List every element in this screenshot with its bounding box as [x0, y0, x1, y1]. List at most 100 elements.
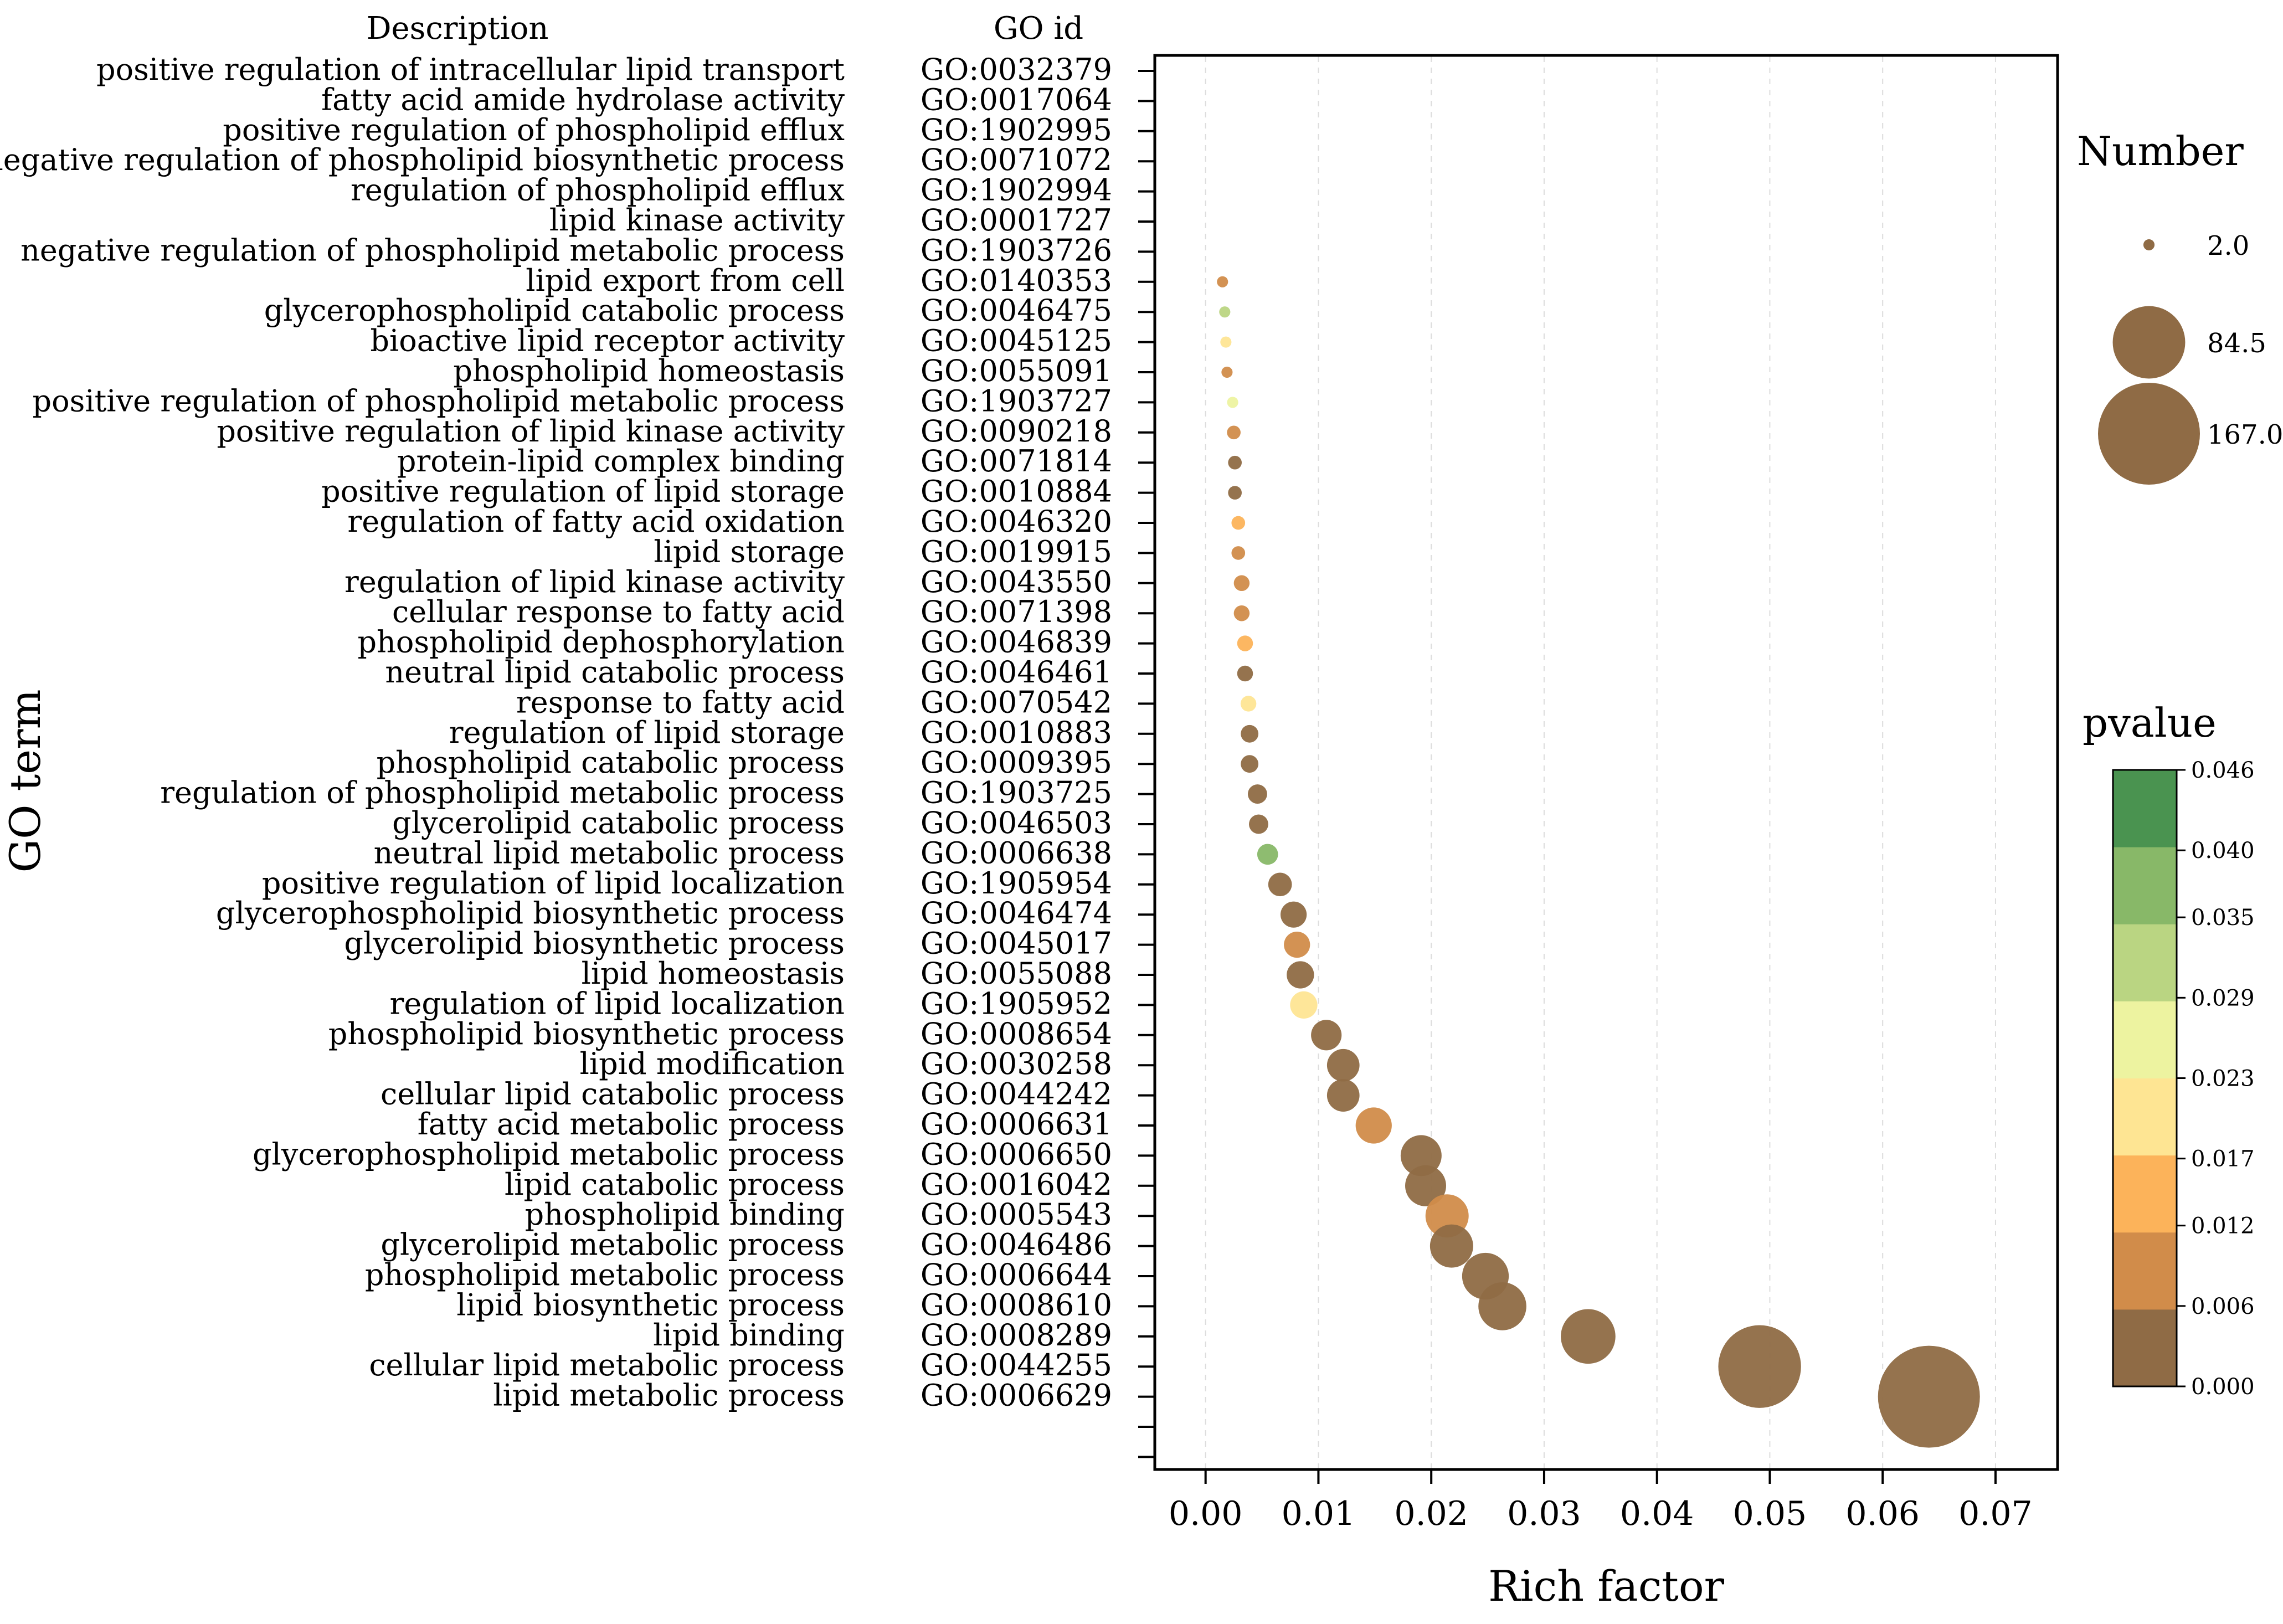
term-description: negative regulation of phospholipid meta…: [20, 233, 845, 268]
x-tick-label: 0.06: [1845, 1494, 1920, 1533]
term-description: regulation of lipid localization: [390, 986, 845, 1021]
term-description: neutral lipid catabolic process: [385, 655, 845, 690]
term-description: regulation of phospholipid metabolic pro…: [160, 775, 845, 810]
term-go-id: GO:0006644: [921, 1257, 1112, 1292]
bubble-point: [1405, 1165, 1446, 1206]
color-legend-band: [2113, 1001, 2177, 1078]
term-go-id: GO:0032379: [921, 52, 1112, 87]
plot-frame: [1153, 54, 2059, 1471]
size-legend-circle: [2143, 239, 2155, 251]
term-go-id: GO:0006650: [921, 1137, 1112, 1171]
term-go-id: GO:0045125: [921, 323, 1112, 358]
term-go-id: GO:0001727: [921, 203, 1112, 238]
term-description: lipid homeostasis: [582, 956, 845, 991]
term-go-id: GO:0019915: [921, 534, 1112, 569]
color-legend-band: [2113, 770, 2177, 847]
term-go-id: GO:1903725: [921, 775, 1112, 810]
color-legend-label: 0.000: [2191, 1374, 2255, 1400]
term-go-id: GO:0006629: [921, 1378, 1112, 1413]
color-legend-label: 0.035: [2191, 905, 2255, 931]
term-go-id: GO:0046486: [921, 1227, 1112, 1262]
term-go-id: GO:0046461: [921, 655, 1112, 690]
x-tick-label: 0.05: [1733, 1494, 1807, 1533]
color-legend-band: [2113, 1155, 2177, 1233]
color-legend-label: 0.023: [2191, 1066, 2255, 1092]
term-go-id: GO:0043550: [921, 564, 1112, 599]
term-description: cellular lipid catabolic process: [381, 1077, 845, 1112]
term-description: lipid storage: [654, 534, 845, 569]
term-go-id: GO:0010884: [921, 474, 1112, 509]
term-go-id: GO:1905954: [921, 866, 1112, 901]
bubble-point: [1268, 872, 1292, 897]
term-go-id: GO:0046839: [921, 625, 1112, 660]
term-description: lipid catabolic process: [505, 1167, 845, 1202]
term-go-id: GO:0044255: [921, 1348, 1112, 1383]
size-legend-label: 84.5: [2207, 328, 2266, 359]
term-description: glycerophospholipid biosynthetic process: [216, 896, 845, 931]
go-id-labels: GO:0032379GO:0017064GO:1902995GO:0071072…: [921, 52, 1112, 1413]
term-description: negative regulation of phospholipid bios…: [0, 142, 845, 177]
term-description: response to fatty acid: [516, 685, 845, 720]
term-description: glycerolipid metabolic process: [381, 1227, 845, 1262]
term-description: positive regulation of lipid storage: [321, 474, 845, 509]
term-go-id: GO:0016042: [921, 1167, 1112, 1202]
term-go-id: GO:0046320: [921, 504, 1112, 539]
bubble-point: [1240, 696, 1257, 712]
term-description: lipid binding: [653, 1318, 845, 1353]
term-go-id: GO:1903727: [921, 383, 1112, 418]
term-description: regulation of phospholipid efflux: [351, 173, 845, 208]
term-description: bioactive lipid receptor activity: [370, 323, 845, 358]
term-description: lipid kinase activity: [549, 203, 845, 238]
term-go-id: GO:0006638: [921, 835, 1112, 870]
term-go-id: GO:1902994: [921, 173, 1112, 208]
bubble-point: [1249, 814, 1268, 834]
color-legend-title: pvalue: [2083, 700, 2217, 746]
size-legend-label: 2.0: [2207, 230, 2249, 261]
term-description: regulation of lipid storage: [449, 715, 845, 750]
bubble-point: [1227, 397, 1238, 408]
bubble-point: [1219, 306, 1231, 318]
term-go-id: GO:0071814: [921, 444, 1112, 479]
color-legend-label: 0.006: [2191, 1294, 2255, 1319]
term-description: positive regulation of lipid localizatio…: [262, 866, 845, 901]
pvalue-color-legend: pvalue 0.046 0.040 0.035 0.029 0.023 0.017 0.0…: [2083, 700, 2255, 1400]
size-legend-label: 167.0: [2207, 419, 2283, 450]
term-description: lipid export from cell: [526, 263, 845, 298]
term-go-id: GO:0044242: [921, 1077, 1112, 1112]
term-description: glycerophospholipid catabolic process: [264, 293, 845, 328]
bubble-series: [1217, 276, 1980, 1448]
color-legend-band: [2113, 847, 2177, 924]
term-go-id: GO:0010883: [921, 715, 1112, 750]
color-legend-label: 0.046: [2191, 758, 2255, 783]
bubble-point: [1290, 991, 1318, 1019]
bubble-point: [1233, 605, 1250, 621]
x-tick-label: 0.04: [1620, 1494, 1694, 1533]
x-gridlines: [1205, 56, 1996, 1469]
color-legend-label: 0.017: [2191, 1147, 2255, 1172]
term-description: glycerophospholipid metabolic process: [253, 1137, 845, 1171]
term-go-id: GO:0090218: [921, 414, 1112, 449]
bubble-point: [1326, 1049, 1360, 1082]
term-go-id: GO:0070542: [921, 685, 1112, 720]
color-legend-band: [2113, 1232, 2177, 1310]
term-description: glycerolipid biosynthetic process: [344, 926, 845, 961]
term-description: phospholipid binding: [525, 1197, 845, 1232]
term-description: regulation of fatty acid oxidation: [347, 504, 845, 539]
x-tick-label: 0.07: [1958, 1494, 2033, 1533]
bubble-point: [1400, 1135, 1442, 1176]
term-go-id: GO:0008654: [921, 1016, 1112, 1051]
term-go-id: GO:1902995: [921, 112, 1112, 147]
bubble-point: [1231, 516, 1246, 530]
color-legend-label: 0.040: [2191, 838, 2255, 864]
term-go-id: GO:0008289: [921, 1318, 1112, 1353]
term-go-id: GO:0017064: [921, 82, 1112, 117]
term-description: protein-lipid complex binding: [397, 444, 845, 479]
bubble-point: [1241, 724, 1259, 743]
bubble-point: [1228, 486, 1242, 500]
bubble-point: [1326, 1079, 1360, 1112]
term-description: phospholipid homeostasis: [453, 353, 845, 388]
term-go-id: GO:0045017: [921, 926, 1112, 961]
term-description: fatty acid amide hydrolase activity: [321, 82, 845, 117]
bubble-point: [1355, 1107, 1392, 1144]
